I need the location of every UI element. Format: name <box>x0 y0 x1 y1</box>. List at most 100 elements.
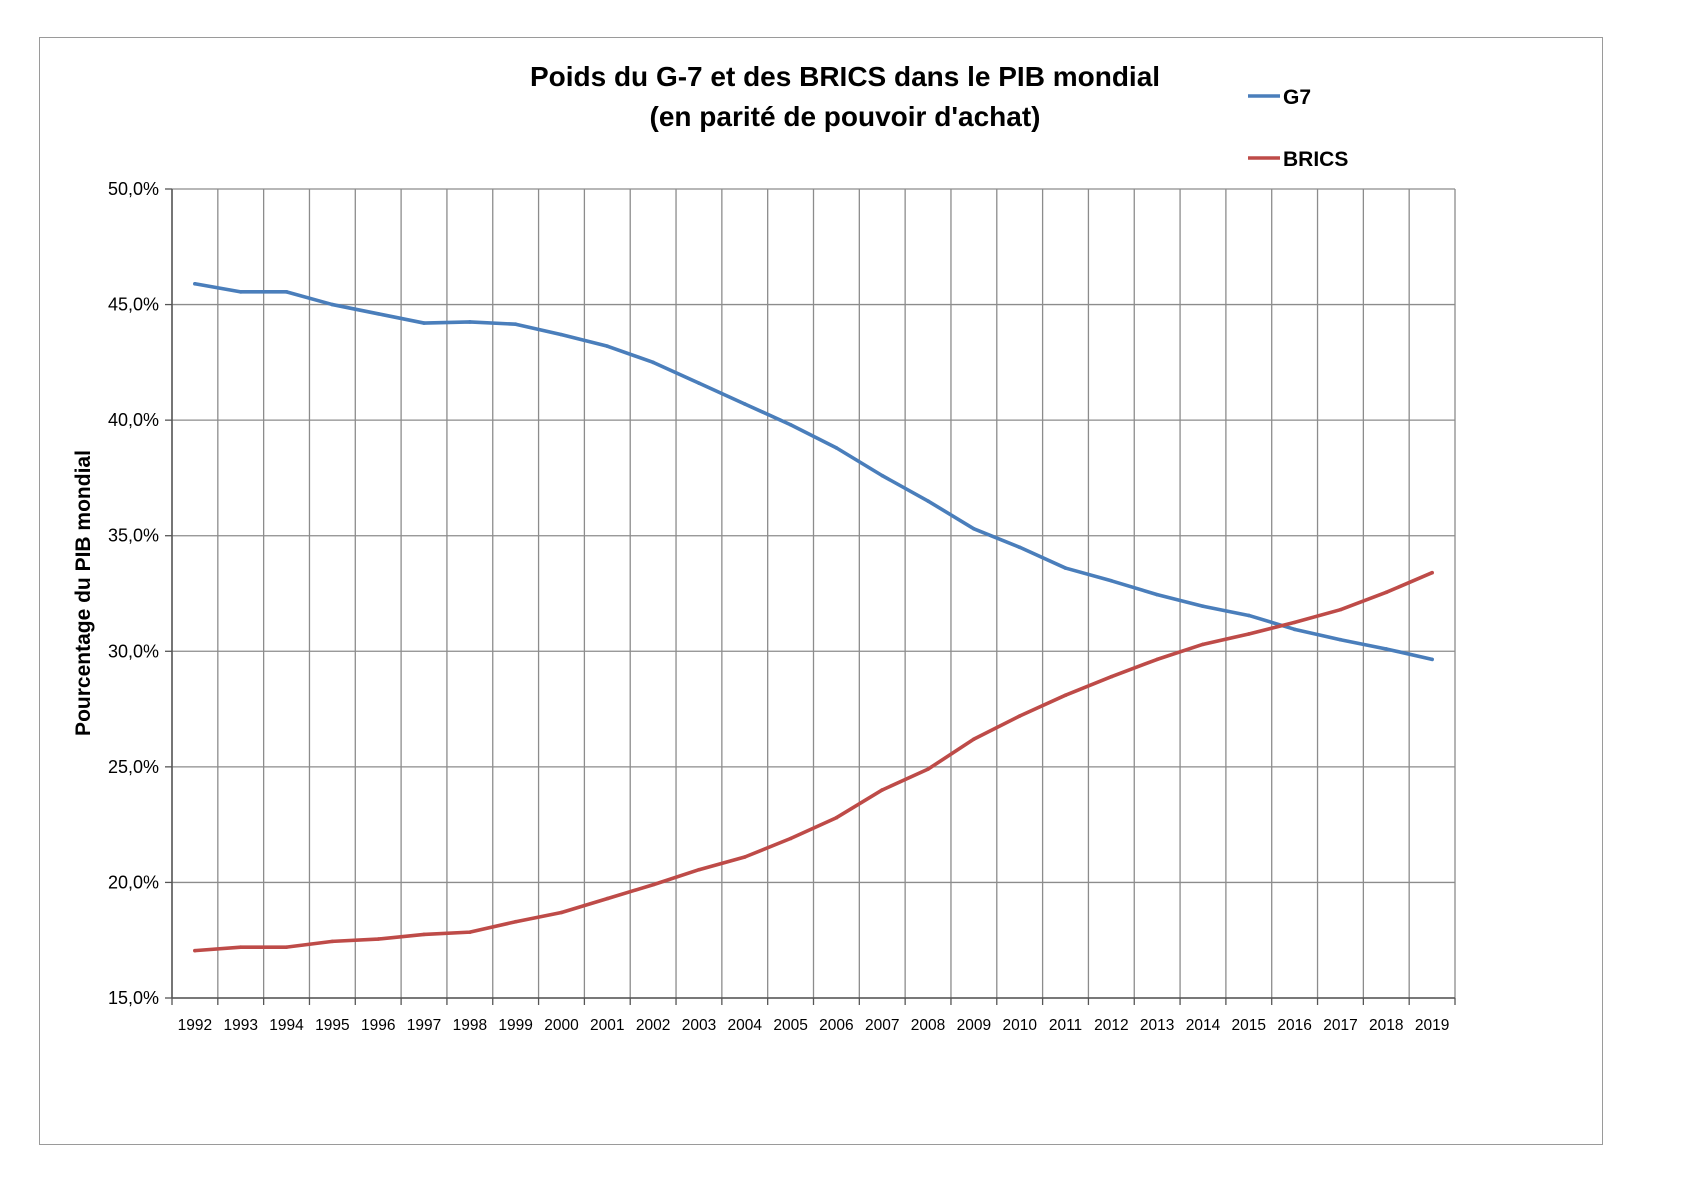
data-point-brics-2009 <box>972 737 976 741</box>
chart-canvas: Poids du G-7 et des BRICS dans le PIB mo… <box>72 61 1456 1034</box>
data-point-g7-2013 <box>1155 592 1159 597</box>
data-point-g7-1997 <box>422 321 426 325</box>
data-point-brics-2017 <box>1338 607 1343 612</box>
x-tick-label-2000: 2000 <box>544 1017 579 1034</box>
x-tick-label-2004: 2004 <box>728 1017 763 1034</box>
data-point-brics-2007 <box>880 788 885 792</box>
x-tick-label-1996: 1996 <box>361 1017 395 1034</box>
x-tick-label-2018: 2018 <box>1369 1017 1403 1034</box>
series-line-brics <box>193 570 1434 953</box>
data-point-g7-2014 <box>1201 604 1205 609</box>
y-tick-label-4: 35,0% <box>108 526 159 546</box>
data-point-brics-1993 <box>238 945 243 949</box>
data-point-g7-2001 <box>605 344 610 348</box>
data-point-g7-1998 <box>468 320 472 324</box>
data-point-brics-1992 <box>193 948 197 953</box>
data-point-brics-2016 <box>1292 620 1297 625</box>
data-point-brics-2015 <box>1247 632 1251 636</box>
data-point-g7-2000 <box>559 332 564 337</box>
data-point-brics-2000 <box>559 910 564 915</box>
data-point-g7-2016 <box>1292 627 1297 632</box>
legend-label-brics: BRICS <box>1283 148 1348 171</box>
data-point-g7-1995 <box>330 302 335 307</box>
data-point-g7-2004 <box>742 402 747 406</box>
data-point-brics-2004 <box>742 855 747 859</box>
series-line-g7 <box>193 281 1434 662</box>
legend-label-g7: G7 <box>1283 86 1311 109</box>
data-point-g7-2006 <box>834 446 839 450</box>
x-tick-label-1998: 1998 <box>453 1017 487 1034</box>
data-point-g7-2008 <box>926 499 930 503</box>
data-point-brics-2014 <box>1201 642 1205 647</box>
x-tick-label-2012: 2012 <box>1094 1017 1128 1034</box>
x-tick-label-2010: 2010 <box>1002 1017 1037 1034</box>
data-point-brics-2002 <box>651 882 655 887</box>
x-tick-label-2007: 2007 <box>865 1017 899 1034</box>
chart-frame: Poids du G-7 et des BRICS dans le PIB mo… <box>39 37 1603 1145</box>
data-point-g7-1999 <box>513 322 518 327</box>
data-point-g7-1994 <box>284 290 289 294</box>
data-point-brics-1999 <box>513 919 518 924</box>
x-tick-label-2013: 2013 <box>1140 1017 1174 1034</box>
x-tick-label-2006: 2006 <box>819 1017 853 1034</box>
x-tick-label-2019: 2019 <box>1415 1017 1449 1034</box>
x-tick-label-2011: 2011 <box>1049 1017 1082 1034</box>
data-point-brics-2003 <box>697 867 701 872</box>
data-point-g7-2002 <box>651 360 655 365</box>
data-point-g7-2005 <box>788 422 793 427</box>
data-point-brics-1994 <box>284 945 289 949</box>
data-point-g7-1993 <box>238 290 243 294</box>
x-tick-label-2003: 2003 <box>682 1017 716 1034</box>
data-point-g7-2018 <box>1384 647 1389 651</box>
data-point-brics-2011 <box>1063 693 1068 698</box>
data-point-brics-1998 <box>468 930 472 934</box>
y-tick-label-7: 50,0% <box>108 179 159 199</box>
x-tick-label-2001: 2001 <box>590 1017 624 1034</box>
data-point-g7-2015 <box>1247 613 1251 618</box>
x-tick-label-2008: 2008 <box>911 1017 945 1034</box>
chart-title-line-2: (en parité de pouvoir d'achat) <box>650 101 1041 132</box>
data-point-brics-1995 <box>330 939 335 944</box>
data-point-brics-2012 <box>1109 674 1114 679</box>
y-tick-label-2: 25,0% <box>108 757 159 777</box>
data-point-g7-1996 <box>376 312 380 316</box>
data-point-g7-1992 <box>193 281 197 286</box>
data-point-brics-2019 <box>1430 570 1434 575</box>
data-point-g7-2012 <box>1109 578 1114 583</box>
data-point-g7-2017 <box>1338 637 1343 642</box>
x-tick-label-1997: 1997 <box>407 1017 441 1034</box>
data-point-g7-2009 <box>972 526 976 531</box>
data-point-brics-2001 <box>605 896 610 901</box>
grid <box>171 188 1456 999</box>
data-point-brics-2005 <box>788 836 793 841</box>
x-tick-label-2014: 2014 <box>1186 1017 1221 1034</box>
axes: 15,0% 20,0% 25,0% 30,0% 35,0% 40,0% 45,0% 50,0%… <box>108 179 1456 1034</box>
x-tick-label-2009: 2009 <box>957 1017 991 1034</box>
x-tick-label-1995: 1995 <box>315 1017 349 1034</box>
data-point-brics-2008 <box>926 767 930 771</box>
data-point-brics-2010 <box>1017 714 1022 718</box>
y-tick-label-3: 30,0% <box>108 641 159 661</box>
y-tick-label-5: 40,0% <box>108 410 159 430</box>
legend: G7 BRICS <box>1248 86 1348 171</box>
chart-title-line-1: Poids du G-7 et des BRICS dans le PIB mo… <box>530 61 1160 92</box>
data-point-g7-2010 <box>1017 545 1022 550</box>
y-tick-label-1: 20,0% <box>108 872 159 892</box>
x-tick-label-1994: 1994 <box>269 1017 304 1034</box>
x-tick-label-2015: 2015 <box>1232 1017 1266 1034</box>
data-point-g7-2011 <box>1063 566 1068 570</box>
data-point-brics-2006 <box>834 815 839 820</box>
x-tick-label-1999: 1999 <box>498 1017 532 1034</box>
y-tick-label-0: 15,0% <box>108 988 159 1008</box>
data-point-brics-2013 <box>1155 657 1159 662</box>
y-axis-title: Pourcentage du PIB mondial <box>72 450 95 736</box>
x-tick-label-1992: 1992 <box>178 1017 212 1034</box>
data-point-g7-2019 <box>1430 657 1434 662</box>
data-point-g7-2003 <box>697 381 701 385</box>
x-tick-label-1993: 1993 <box>223 1017 257 1034</box>
data-point-brics-2018 <box>1384 590 1389 595</box>
data-point-brics-1996 <box>376 937 380 941</box>
data-point-brics-1997 <box>422 932 426 937</box>
x-tick-label-2017: 2017 <box>1323 1017 1357 1034</box>
series-lines <box>193 281 1434 953</box>
